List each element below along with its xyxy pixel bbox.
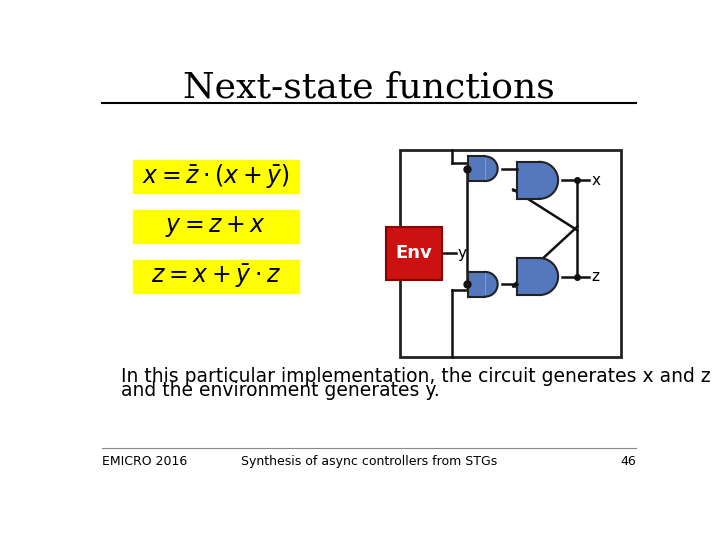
Text: z: z <box>591 269 600 284</box>
Wedge shape <box>539 258 558 295</box>
Wedge shape <box>485 272 498 296</box>
FancyBboxPatch shape <box>400 150 621 357</box>
FancyBboxPatch shape <box>132 211 300 242</box>
Text: $z = x + \bar{y} \cdot z$: $z = x + \bar{y} \cdot z$ <box>151 262 281 291</box>
FancyBboxPatch shape <box>386 227 442 280</box>
Text: $x = \bar{z} \cdot (x + \bar{y})$: $x = \bar{z} \cdot (x + \bar{y})$ <box>142 163 290 191</box>
Text: Next-state functions: Next-state functions <box>183 71 555 105</box>
Text: x: x <box>591 173 600 188</box>
Text: y: y <box>457 246 467 261</box>
Text: $y = z + x$: $y = z + x$ <box>166 214 266 239</box>
Bar <box>517 258 539 295</box>
Text: Env: Env <box>395 245 432 262</box>
FancyBboxPatch shape <box>132 160 300 193</box>
Text: Synthesis of async controllers from STGs: Synthesis of async controllers from STGs <box>241 455 497 468</box>
Bar <box>517 162 539 199</box>
FancyBboxPatch shape <box>132 260 300 293</box>
Wedge shape <box>539 162 558 199</box>
Text: EMICRO 2016: EMICRO 2016 <box>102 455 187 468</box>
Wedge shape <box>485 157 498 181</box>
Text: and the environment generates y.: and the environment generates y. <box>121 381 440 400</box>
Text: 46: 46 <box>621 455 636 468</box>
Bar <box>468 272 485 296</box>
Bar <box>468 157 485 181</box>
Text: In this particular implementation, the circuit generates x and z: In this particular implementation, the c… <box>121 367 711 386</box>
